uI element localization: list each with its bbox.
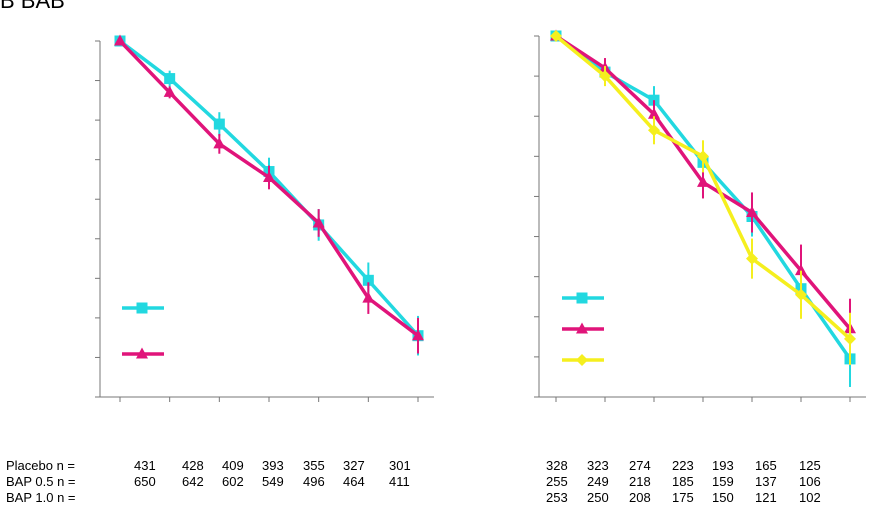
data-point xyxy=(163,85,176,97)
n-value-right: 223 xyxy=(672,458,694,473)
n-value-left: 411 xyxy=(389,474,410,489)
data-point xyxy=(213,137,226,149)
n-value-left: 431 xyxy=(134,458,156,473)
legend-swatch-marker xyxy=(136,302,148,314)
n-value-right: 328 xyxy=(546,458,568,473)
series-1 xyxy=(550,29,856,359)
data-point xyxy=(648,107,660,119)
n-value-right: 249 xyxy=(587,474,609,489)
n-value-right: 250 xyxy=(587,490,609,505)
data-point xyxy=(114,34,126,46)
legend-swatch-marker xyxy=(576,322,588,334)
n-value-right: 175 xyxy=(672,490,694,505)
n-value-right: 274 xyxy=(629,458,651,473)
n-value-left: 650 xyxy=(134,474,156,489)
n-value-left: 327 xyxy=(343,458,365,473)
n-value-right: 102 xyxy=(799,490,821,505)
n-value-right: 150 xyxy=(712,490,734,505)
n-value-right: 159 xyxy=(712,474,734,489)
data-point xyxy=(412,329,424,341)
n-value-right: 125 xyxy=(799,458,821,473)
n-value-left: 428 xyxy=(182,458,204,473)
n-value-right: 208 xyxy=(629,490,651,505)
n-value-right: 121 xyxy=(755,490,777,505)
data-point xyxy=(164,73,176,85)
data-point xyxy=(312,216,325,228)
legend-swatch-marker xyxy=(576,292,588,304)
n-value-right: 106 xyxy=(799,474,821,489)
data-point xyxy=(550,30,562,42)
n-value-right: 253 xyxy=(546,490,568,505)
data-point xyxy=(795,288,807,301)
data-point xyxy=(648,124,660,137)
n-value-right: 218 xyxy=(629,474,651,489)
n-value-right: 193 xyxy=(712,458,734,473)
data-point xyxy=(362,291,375,303)
n-value-left: 496 xyxy=(303,474,325,489)
data-point xyxy=(844,332,856,345)
n-row-label: BAP 0.5 n = xyxy=(6,474,76,489)
n-value-right: 255 xyxy=(546,474,568,489)
data-point xyxy=(697,150,709,163)
legend-swatch-marker xyxy=(576,354,588,366)
series-2 xyxy=(550,30,856,365)
n-value-right: 137 xyxy=(755,474,777,489)
data-point xyxy=(746,205,758,217)
data-point xyxy=(746,252,758,265)
n-value-left: 355 xyxy=(303,458,325,473)
chart-noncarriers xyxy=(534,29,866,402)
data-point xyxy=(795,264,807,276)
n-value-left: 409 xyxy=(222,458,244,473)
n-value-left: 642 xyxy=(182,474,204,489)
data-point xyxy=(697,175,709,187)
chart-carriers xyxy=(95,34,434,402)
n-value-left: 464 xyxy=(343,474,365,489)
n-value-right: 185 xyxy=(672,474,694,489)
n-value-left: 602 xyxy=(222,474,244,489)
n-value-left: 301 xyxy=(389,458,411,473)
series-1 xyxy=(114,34,424,354)
data-point xyxy=(599,70,611,83)
legend-swatch-marker xyxy=(136,347,148,359)
panel-label: B BAB xyxy=(0,0,65,13)
series-0 xyxy=(550,30,856,387)
n-value-left: 393 xyxy=(262,458,284,473)
data-point xyxy=(362,274,374,286)
n-value-left: 549 xyxy=(262,474,284,489)
n-value-right: 165 xyxy=(755,458,777,473)
n-value-right: 323 xyxy=(587,458,609,473)
n-row-label: BAP 1.0 n = xyxy=(6,490,76,505)
data-point xyxy=(263,170,275,182)
data-point xyxy=(213,118,225,130)
n-row-label: Placebo n = xyxy=(6,458,76,473)
